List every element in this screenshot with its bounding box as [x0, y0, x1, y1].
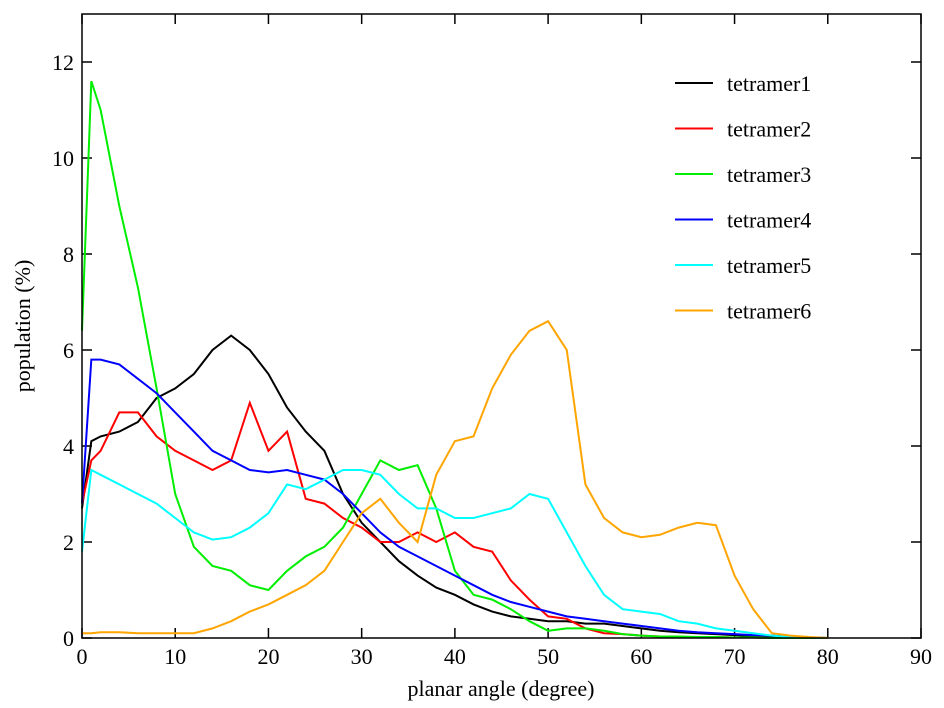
x-axis-label: planar angle (degree)	[408, 676, 595, 701]
x-tick-label: 90	[910, 644, 932, 669]
x-tick-label: 0	[77, 644, 88, 669]
y-tick-label: 2	[63, 530, 74, 555]
y-tick-label: 6	[63, 338, 74, 363]
y-axis-label: population (%)	[10, 260, 35, 393]
series-line	[81, 334, 828, 639]
x-tick-label: 10	[164, 644, 186, 669]
legend-label: tetramer3	[727, 162, 811, 187]
x-tick-label: 70	[724, 644, 746, 669]
x-tick-label: 20	[257, 644, 279, 669]
x-tick-label: 60	[630, 644, 652, 669]
series-line	[81, 358, 828, 639]
series-line	[81, 80, 828, 639]
series-line	[82, 319, 828, 639]
legend-label: tetramer5	[727, 253, 811, 278]
y-tick-label: 8	[63, 242, 74, 267]
x-tick-label: 50	[537, 644, 559, 669]
legend-label: tetramer1	[727, 71, 811, 96]
y-tick-label: 4	[63, 434, 74, 459]
series-line	[81, 399, 828, 639]
y-tick-label: 0	[63, 626, 74, 651]
legend-label: tetramer4	[727, 208, 811, 233]
series-line	[81, 468, 828, 639]
x-tick-label: 30	[351, 644, 373, 669]
y-tick-label: 10	[52, 146, 74, 171]
x-tick-label: 80	[817, 644, 839, 669]
legend-label: tetramer2	[727, 117, 811, 142]
y-tick-label: 12	[52, 50, 74, 75]
plot-frame	[81, 13, 922, 639]
legend-label: tetramer6	[727, 299, 811, 324]
x-tick-label: 40	[444, 644, 466, 669]
